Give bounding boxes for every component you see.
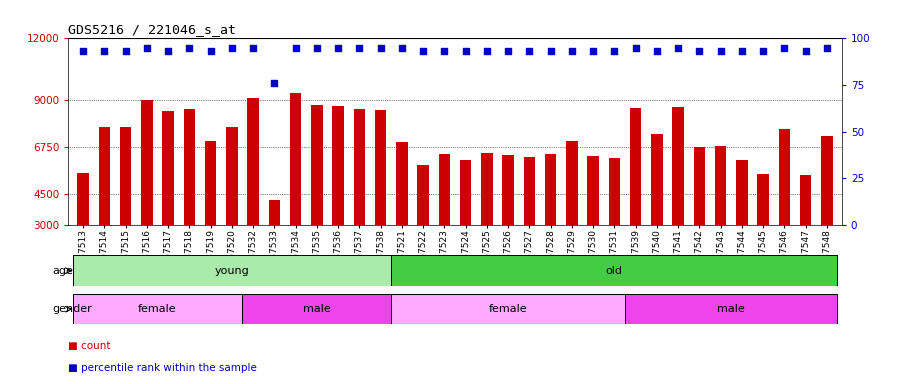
Bar bbox=[545, 154, 557, 287]
Bar bbox=[693, 147, 705, 287]
Point bbox=[607, 48, 622, 55]
Point bbox=[76, 48, 90, 55]
Point bbox=[734, 48, 749, 55]
Text: male: male bbox=[717, 304, 745, 314]
Bar bbox=[418, 165, 429, 287]
Text: young: young bbox=[215, 266, 249, 276]
Bar bbox=[73, 255, 391, 286]
Text: old: old bbox=[606, 266, 622, 276]
Bar bbox=[141, 101, 153, 287]
Point bbox=[480, 48, 494, 55]
Bar bbox=[625, 294, 837, 324]
Point bbox=[268, 80, 282, 86]
Bar bbox=[242, 294, 391, 324]
Bar bbox=[120, 127, 131, 287]
Text: ■ percentile rank within the sample: ■ percentile rank within the sample bbox=[68, 363, 258, 373]
Bar bbox=[162, 111, 174, 287]
Bar bbox=[630, 108, 642, 287]
Bar bbox=[502, 155, 514, 287]
Point bbox=[501, 48, 515, 55]
Bar bbox=[609, 159, 621, 287]
Point bbox=[650, 48, 664, 55]
Point bbox=[416, 48, 430, 55]
Bar bbox=[98, 127, 110, 287]
Bar bbox=[566, 141, 578, 287]
Bar bbox=[268, 200, 280, 287]
Point bbox=[97, 48, 112, 55]
Text: female: female bbox=[489, 304, 528, 314]
Point bbox=[564, 48, 579, 55]
Bar bbox=[248, 98, 259, 287]
Bar bbox=[587, 156, 599, 287]
Bar bbox=[375, 110, 387, 287]
Text: ■ count: ■ count bbox=[68, 341, 111, 351]
Point bbox=[628, 45, 642, 51]
Bar bbox=[460, 161, 471, 287]
Point bbox=[331, 45, 346, 51]
Point bbox=[671, 45, 685, 51]
Text: male: male bbox=[303, 304, 330, 314]
Bar bbox=[523, 157, 535, 287]
Text: GDS5216 / 221046_s_at: GDS5216 / 221046_s_at bbox=[68, 23, 237, 36]
Point bbox=[713, 48, 728, 55]
Point bbox=[756, 48, 771, 55]
Point bbox=[309, 45, 324, 51]
Point bbox=[288, 45, 303, 51]
Bar bbox=[396, 142, 408, 287]
Point bbox=[798, 48, 813, 55]
Bar bbox=[800, 175, 812, 287]
Bar bbox=[184, 109, 196, 287]
Point bbox=[118, 48, 133, 55]
Bar bbox=[757, 174, 769, 287]
Bar bbox=[73, 294, 242, 324]
Point bbox=[161, 48, 176, 55]
Bar bbox=[439, 154, 450, 287]
Bar bbox=[289, 93, 301, 287]
Bar bbox=[391, 294, 625, 324]
Bar bbox=[332, 106, 344, 287]
Point bbox=[203, 48, 217, 55]
Point bbox=[586, 48, 601, 55]
Bar bbox=[651, 134, 662, 287]
Bar bbox=[353, 109, 365, 287]
Point bbox=[352, 45, 367, 51]
Bar bbox=[481, 153, 492, 287]
Point bbox=[395, 45, 410, 51]
Point bbox=[437, 48, 451, 55]
Bar bbox=[821, 136, 833, 287]
Point bbox=[182, 45, 197, 51]
Point bbox=[139, 45, 154, 51]
Text: gender: gender bbox=[52, 304, 92, 314]
Point bbox=[693, 48, 707, 55]
Text: age: age bbox=[52, 266, 73, 276]
Bar bbox=[736, 161, 748, 287]
Bar bbox=[205, 141, 217, 287]
Bar bbox=[311, 104, 323, 287]
Bar bbox=[672, 107, 684, 287]
Bar bbox=[77, 173, 89, 287]
Bar bbox=[391, 255, 837, 286]
Point bbox=[459, 48, 473, 55]
Point bbox=[777, 45, 792, 51]
Bar bbox=[714, 146, 726, 287]
Point bbox=[373, 45, 388, 51]
Point bbox=[522, 48, 537, 55]
Point bbox=[543, 48, 558, 55]
Point bbox=[246, 45, 260, 51]
Point bbox=[820, 45, 834, 51]
Bar bbox=[226, 127, 238, 287]
Point bbox=[225, 45, 239, 51]
Text: female: female bbox=[138, 304, 177, 314]
Bar bbox=[779, 129, 790, 287]
